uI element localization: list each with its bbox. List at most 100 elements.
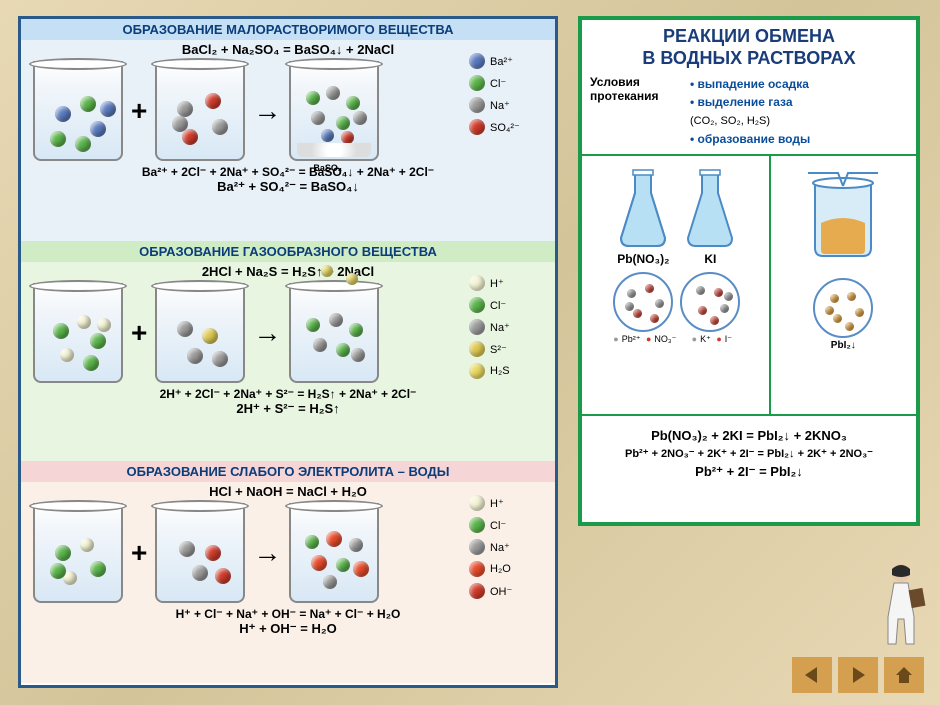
legend-item: H₂O	[469, 561, 547, 577]
section-1: ОБРАЗОВАНИЕ МАЛОРАСТВОРИМОГО ВЕЩЕСТВАBaC…	[21, 19, 555, 241]
flask-label-2: KI	[680, 252, 740, 266]
ionic-equation-full: Ba²⁺ + 2Cl⁻ + 2Na⁺ + SO₄²⁻ = BaSO₄↓ + 2N…	[21, 165, 555, 179]
legend-ball	[469, 539, 485, 555]
ion-legend: H⁺Cl⁻Na⁺H₂OOH⁻	[469, 489, 547, 605]
legend-item: H⁺	[469, 495, 547, 511]
ion-ball	[321, 129, 334, 142]
arrow-icon: →	[253, 317, 281, 349]
ion-circle-product	[813, 278, 873, 338]
legend-item: Na⁺	[469, 539, 547, 555]
legend-ball	[469, 363, 485, 379]
ion-dot	[627, 289, 636, 298]
ion-dot	[845, 322, 854, 331]
ion-ball	[187, 348, 203, 364]
legend-item: S²⁻	[469, 341, 547, 357]
ion-ball	[212, 119, 228, 135]
nav-buttons	[792, 657, 924, 693]
ion-ball	[326, 86, 340, 100]
ion-ball	[80, 538, 94, 552]
conditions-block: Условия протекания • выпадение осадка• в…	[582, 71, 916, 156]
ion-ball	[90, 121, 106, 137]
legend-ball	[469, 319, 485, 335]
ion-ball	[346, 96, 360, 110]
ionic-equation-net: H⁺ + OH⁻ = H₂O	[21, 621, 555, 637]
section-2: ОБРАЗОВАНИЕ ГАЗООБРАЗНОГО ВЕЩЕСТВА2HCl +…	[21, 241, 555, 461]
legend-ball	[469, 297, 485, 313]
beaker-3	[289, 283, 379, 383]
title-line2: В ВОДНЫХ РАСТВОРАХ	[586, 48, 912, 70]
beaker-2	[155, 503, 245, 603]
ion-ball	[323, 575, 337, 589]
eq-molecular: Pb(NO₃)₂ + 2KI = PbI₂↓ + 2KNO₃	[588, 428, 910, 443]
legend-label: H₂S	[490, 365, 510, 377]
beaker-1	[33, 503, 123, 603]
ion-ball	[77, 315, 91, 329]
precipitate	[297, 143, 371, 157]
ion-ball	[311, 111, 325, 125]
legend-label: Cl⁻	[490, 519, 506, 532]
legend-label: S²⁻	[490, 343, 507, 356]
legend-item: Na⁺	[469, 319, 547, 335]
ion-ball	[90, 333, 106, 349]
ion-dot	[696, 286, 705, 295]
ion-ball	[53, 323, 69, 339]
section-title: ОБРАЗОВАНИЕ СЛАБОГО ЭЛЕКТРОЛИТА – ВОДЫ	[21, 461, 555, 482]
conditions-list: • выпадение осадка• выделение газа(CO₂, …	[690, 75, 810, 148]
ion-dot	[833, 314, 842, 323]
right-panel-title: РЕАКЦИИ ОБМЕНА В ВОДНЫХ РАСТВОРАХ	[582, 20, 916, 71]
legend-item: Ba²⁺	[469, 53, 547, 69]
section-title: ОБРАЗОВАНИЕ ГАЗООБРАЗНОГО ВЕЩЕСТВА	[21, 241, 555, 262]
condition-item: • образование воды	[690, 130, 810, 148]
plus-sign: +	[131, 537, 147, 569]
flask-ki	[680, 168, 740, 248]
ion-ball	[313, 338, 327, 352]
flask-col-product: PbI₂↓	[771, 156, 916, 414]
ionic-equation-net: Ba²⁺ + SO₄²⁻ = BaSO₄↓	[21, 179, 555, 195]
flask-col-reagents: Pb(NO₃)₂ ●Pb²⁺ ●NO₃⁻ KI ●K⁺ ●I⁻	[582, 156, 771, 414]
eq-full-ionic: Pb²⁺ + 2NO₃⁻ + 2K⁺ + 2I⁻ = PbI₂↓ + 2K⁺ +…	[588, 447, 910, 460]
ion-ball	[212, 351, 228, 367]
ion-dot	[825, 306, 834, 315]
ion-ball	[326, 531, 342, 547]
ion-labels-2: ●K⁺ ●I⁻	[680, 334, 740, 345]
right-exchange-panel: РЕАКЦИИ ОБМЕНА В ВОДНЫХ РАСТВОРАХ Услови…	[578, 16, 920, 526]
product-beaker	[803, 168, 883, 258]
ion-dot	[714, 288, 723, 297]
legend-item: Cl⁻	[469, 297, 547, 313]
ion-dot	[633, 309, 642, 318]
ion-ball	[336, 343, 350, 357]
ionic-equation-net: 2H⁺ + S²⁻ = H₂S↑	[21, 401, 555, 417]
ion-ball	[90, 561, 106, 577]
plus-sign: +	[131, 95, 147, 127]
ion-dot	[650, 314, 659, 323]
ion-dot	[710, 316, 719, 325]
legend-ball	[469, 53, 485, 69]
nav-next-button[interactable]	[838, 657, 878, 693]
ion-ball	[55, 545, 71, 561]
ion-circle-1	[613, 272, 673, 332]
legend-ball	[469, 583, 485, 599]
title-line1: РЕАКЦИИ ОБМЕНА	[586, 26, 912, 48]
ion-ball	[353, 111, 367, 125]
nav-home-button[interactable]	[884, 657, 924, 693]
ion-ball	[305, 535, 319, 549]
ion-ball	[182, 129, 198, 145]
flask-diagram: Pb(NO₃)₂ ●Pb²⁺ ●NO₃⁻ KI ●K⁺ ●I⁻	[582, 156, 916, 416]
ion-ball	[192, 565, 208, 581]
legend-label: Ba²⁺	[490, 55, 513, 68]
scientist-icon	[876, 559, 926, 649]
conditions-label: Условия протекания	[590, 75, 680, 148]
gas-bubble	[346, 273, 358, 285]
flask-pbno3	[613, 168, 673, 248]
left-chemistry-panel: ОБРАЗОВАНИЕ МАЛОРАСТВОРИМОГО ВЕЩЕСТВАBaC…	[18, 16, 558, 688]
ionic-equation-full: H⁺ + Cl⁻ + Na⁺ + OH⁻ = Na⁺ + Cl⁻ + H₂O	[21, 607, 555, 621]
legend-label: Cl⁻	[490, 299, 506, 312]
legend-ball	[469, 97, 485, 113]
ionic-equation-full: 2H⁺ + 2Cl⁻ + 2Na⁺ + S²⁻ = H₂S↑ + 2Na⁺ + …	[21, 387, 555, 401]
plus-sign: +	[131, 317, 147, 349]
section-3: ОБРАЗОВАНИЕ СЛАБОГО ЭЛЕКТРОЛИТА – ВОДЫHC…	[21, 461, 555, 683]
ion-dot	[720, 304, 729, 313]
beaker-3	[289, 503, 379, 603]
nav-prev-button[interactable]	[792, 657, 832, 693]
ion-ball	[349, 323, 363, 337]
